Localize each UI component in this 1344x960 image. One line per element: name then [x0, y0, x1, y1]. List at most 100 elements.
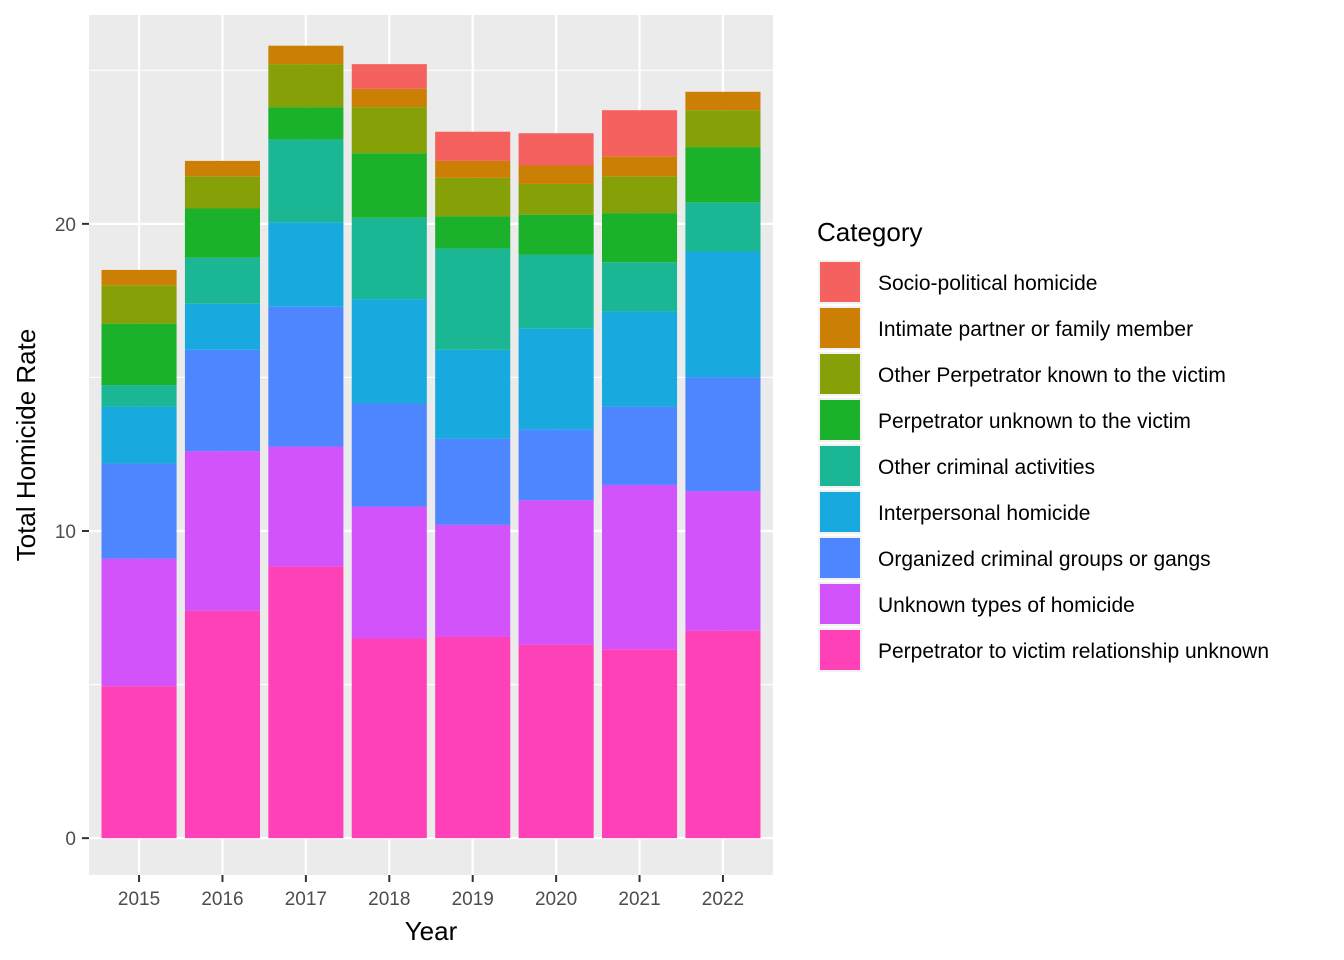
bar-segment: [602, 156, 678, 177]
legend-label: Perpetrator to victim relationship unkno…: [878, 640, 1269, 663]
bar-segment: [518, 644, 594, 839]
bar-segment: [518, 429, 594, 501]
bar-segment: [602, 484, 678, 650]
x-tick-label: 2017: [285, 889, 327, 910]
bar-segment: [602, 110, 678, 157]
x-tick-label: 2021: [618, 889, 660, 910]
bar-segment: [268, 306, 344, 447]
legend-items: Socio-political homicide Intimate partner…: [818, 260, 1269, 672]
bar-segment: [184, 176, 260, 209]
legend-item: Socio-political homicide: [818, 260, 1097, 304]
bar-segment: [351, 403, 427, 507]
bar-segment: [268, 222, 344, 307]
bar-segment: [685, 251, 761, 378]
legend-label: Interpersonal homicide: [878, 502, 1090, 525]
legend-label: Organized criminal groups or gangs: [878, 548, 1211, 571]
legend-item: Perpetrator unknown to the victim: [818, 398, 1191, 442]
legend-label: Perpetrator unknown to the victim: [878, 410, 1191, 433]
bar-segment: [101, 323, 177, 386]
bar-segment: [101, 686, 177, 839]
y-axis-title: Total Homicide Rate: [11, 329, 41, 562]
bar-segment: [518, 214, 594, 255]
legend-label: Other criminal activities: [878, 456, 1095, 479]
legend-swatch: [820, 446, 860, 486]
legend-item: Interpersonal homicide: [818, 490, 1090, 534]
bar-segment: [685, 110, 761, 148]
bar-segment: [518, 133, 594, 166]
legend-swatch: [820, 538, 860, 578]
bar-segment: [268, 566, 344, 839]
bar-segment: [351, 64, 427, 89]
bar-segment: [184, 257, 260, 304]
legend-swatch: [820, 308, 860, 348]
bar-segment: [602, 213, 678, 263]
legend: Category Socio-political homicide Intimat…: [817, 217, 1269, 672]
x-tick-label: 2022: [702, 889, 744, 910]
legend-item: Other Perpetrator known to the victim: [818, 352, 1226, 396]
legend-label: Intimate partner or family member: [878, 318, 1193, 341]
bars: [101, 45, 761, 839]
bar-segment: [685, 630, 761, 839]
bar-segment: [351, 107, 427, 154]
x-tick-label: 2019: [452, 889, 494, 910]
bar-segment: [184, 610, 260, 839]
bar-segment: [435, 131, 511, 161]
bar-segment: [435, 216, 511, 249]
bar-segment: [602, 649, 678, 839]
legend-label: Socio-political homicide: [878, 272, 1097, 295]
bar-segment: [685, 147, 761, 203]
legend-title: Category: [817, 217, 923, 247]
bar-segment: [101, 558, 177, 687]
bar-segment: [685, 202, 761, 252]
bar-segment: [184, 451, 260, 611]
legend-swatch: [820, 400, 860, 440]
bar-segment: [435, 177, 511, 217]
legend-item: Organized criminal groups or gangs: [818, 536, 1211, 580]
bar-segment: [518, 165, 594, 184]
bar-segment: [184, 160, 260, 177]
bar-segment: [351, 299, 427, 404]
bar-segment: [602, 406, 678, 485]
legend-swatch: [820, 630, 860, 670]
bar-segment: [435, 160, 511, 178]
x-tick-label: 2016: [201, 889, 243, 910]
bar-segment: [435, 349, 511, 439]
legend-item: Unknown types of homicide: [818, 582, 1135, 626]
legend-swatch: [820, 492, 860, 532]
bar-segment: [685, 91, 761, 111]
legend-swatch: [820, 262, 860, 302]
x-tick-label: 2020: [535, 889, 577, 910]
legend-label: Unknown types of homicide: [878, 594, 1135, 617]
bar-segment: [184, 303, 260, 350]
bar-segment: [435, 248, 511, 350]
bar-segment: [101, 406, 177, 464]
x-tick-label: 2015: [118, 889, 160, 910]
x-axis-title: Year: [405, 916, 458, 946]
legend-swatch: [820, 584, 860, 624]
bar-segment: [101, 385, 177, 407]
bar-segment: [268, 64, 344, 108]
bar-segment: [268, 45, 344, 65]
bar-segment: [184, 349, 260, 452]
bar-segment: [351, 217, 427, 300]
bar-segment: [518, 183, 594, 215]
y-tick-label: 20: [55, 215, 76, 236]
bar-segment: [351, 506, 427, 639]
y-tick-label: 0: [65, 829, 76, 850]
axes: 0 10 20 2015 2016 2017 2018 2019 2020 2021 2022: [55, 215, 744, 910]
bar-segment: [184, 208, 260, 258]
bar-segment: [685, 377, 761, 492]
legend-item: Intimate partner or family member: [818, 306, 1193, 350]
bar-segment: [602, 262, 678, 312]
bar-segment: [435, 524, 511, 637]
bar-segment: [518, 328, 594, 430]
bar-segment: [435, 636, 511, 839]
bar-segment: [268, 446, 344, 567]
legend-label: Other Perpetrator known to the victim: [878, 364, 1226, 387]
bar-segment: [351, 88, 427, 108]
bar-segment: [602, 176, 678, 214]
bar-segment: [518, 254, 594, 329]
bar-segment: [685, 491, 761, 631]
